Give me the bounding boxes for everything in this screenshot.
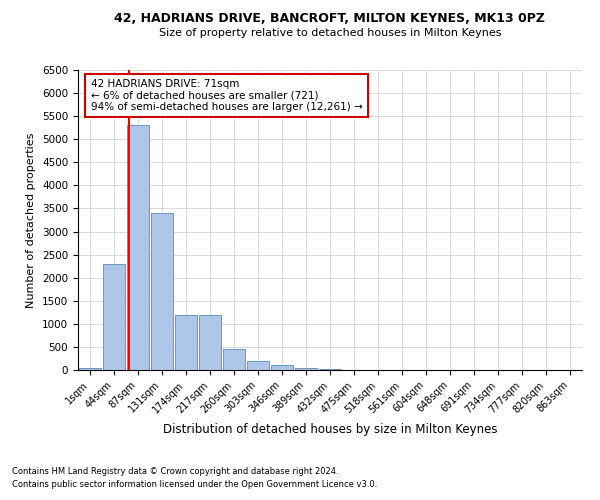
Text: Contains public sector information licensed under the Open Government Licence v3: Contains public sector information licen…: [12, 480, 377, 489]
Bar: [199, 314, 221, 370]
Bar: [295, 368, 317, 370]
Text: 42 HADRIANS DRIVE: 71sqm
← 6% of detached houses are smaller (721)
94% of semi-d: 42 HADRIANS DRIVE: 71sqm ← 6% of detache…: [91, 79, 362, 112]
Bar: [223, 349, 245, 370]
Text: Contains HM Land Registry data © Crown copyright and database right 2024.: Contains HM Land Registry data © Crown c…: [12, 468, 338, 476]
Bar: [271, 366, 293, 370]
Bar: [127, 126, 149, 370]
Bar: [79, 368, 101, 370]
Bar: [151, 213, 173, 370]
Bar: [319, 369, 341, 370]
Text: 42, HADRIANS DRIVE, BANCROFT, MILTON KEYNES, MK13 0PZ: 42, HADRIANS DRIVE, BANCROFT, MILTON KEY…: [115, 12, 545, 26]
Text: Size of property relative to detached houses in Milton Keynes: Size of property relative to detached ho…: [159, 28, 501, 38]
Y-axis label: Number of detached properties: Number of detached properties: [26, 132, 37, 308]
Bar: [175, 314, 197, 370]
Bar: [247, 361, 269, 370]
Text: Distribution of detached houses by size in Milton Keynes: Distribution of detached houses by size …: [163, 422, 497, 436]
Bar: [103, 264, 125, 370]
